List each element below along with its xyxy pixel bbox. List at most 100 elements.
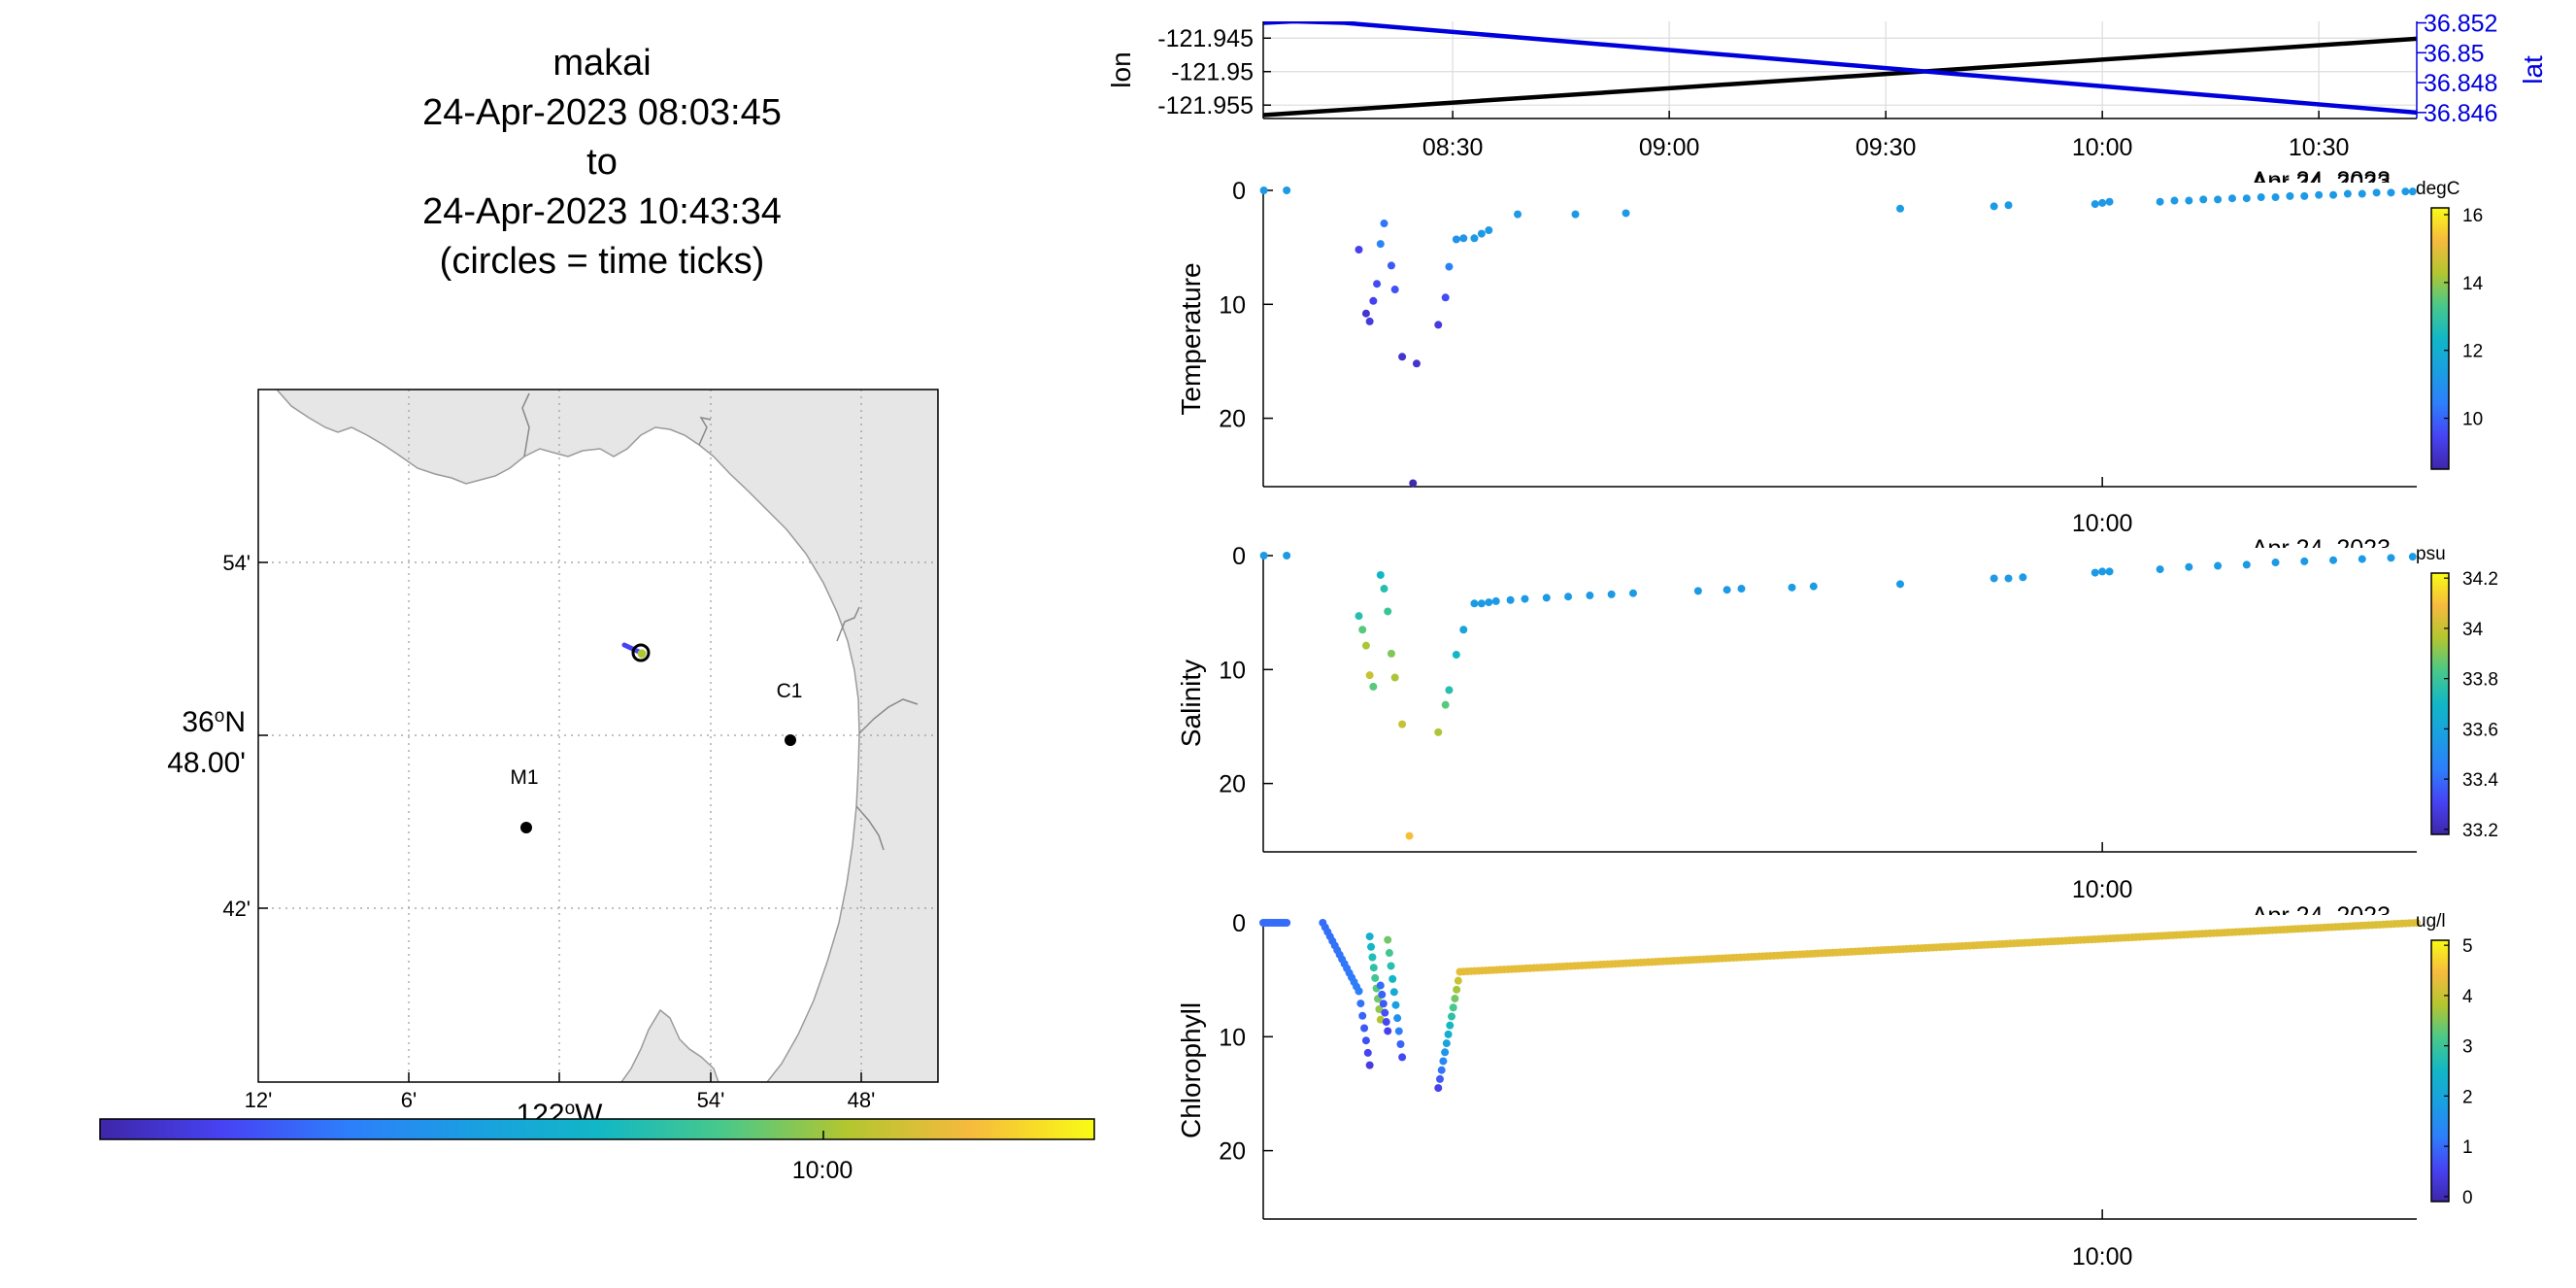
salinity-point-1	[1283, 552, 1291, 559]
coast-river-2	[698, 416, 712, 446]
temperature-colorbar-tick-0: 16	[2462, 206, 2483, 226]
title-line-1: makai	[552, 43, 652, 84]
position-ylabel-right: lat	[2518, 55, 2548, 85]
salinity-point-7	[1376, 570, 1385, 579]
map-lon-tick-54: 54'	[697, 1088, 725, 1112]
salinity-point-23	[1506, 595, 1515, 604]
salinity-point-28	[1607, 590, 1616, 598]
chlorophyll-y-tick-2: 20	[1219, 1138, 1246, 1166]
temperature-point-20	[1477, 229, 1486, 238]
chlorophyll-point-38	[1367, 942, 1376, 951]
temperature-point-15	[1441, 293, 1450, 302]
temperature-y-tick-2: 20	[1219, 406, 1246, 433]
chlorophyll-point-39	[1368, 953, 1377, 962]
temperature-point-19	[1470, 234, 1479, 243]
temperature-point-11	[1398, 353, 1407, 361]
position-series-lon	[1263, 36, 2417, 118]
chlorophyll-point-58	[1393, 1014, 1402, 1023]
salinity-point-24	[1521, 594, 1529, 603]
position-x-tick-4: 10:30	[2289, 134, 2350, 161]
temperature-colorbar-tick-1: 14	[2462, 274, 2484, 294]
temperature-point-26	[1990, 202, 1998, 211]
map-ticks	[258, 561, 862, 1082]
salinity-point-37	[2004, 574, 2013, 583]
salinity-point-31	[1723, 586, 1731, 594]
chlorophyll-point-66	[1441, 1048, 1450, 1057]
temperature-point-43	[2329, 190, 2338, 199]
position-x-tick-3: 10:00	[2072, 134, 2133, 161]
salinity-point-16	[1445, 686, 1454, 695]
chlorophyll-ylabel: Chlorophyll	[1176, 1002, 1206, 1138]
salinity-point-10	[1387, 649, 1395, 658]
position-x-tick-0: 08:30	[1422, 134, 1484, 161]
temperature-point-44	[2343, 189, 2352, 198]
salinity-point-47	[2300, 557, 2309, 565]
position-left-tick-1: -121.95	[1171, 59, 1254, 86]
temperature-colorbar-tick-3: 10	[2462, 410, 2483, 430]
position-left-tick-0: -121.945	[1157, 25, 1254, 52]
salinity-point-49	[2358, 555, 2366, 563]
salinity-point-15	[1441, 700, 1450, 709]
chlorophyll-colorbar-tick-0: 5	[2462, 936, 2473, 957]
map-lat-center-label: 36oN	[182, 706, 246, 739]
title-line-4: 24-Apr-2023 10:43:34	[422, 191, 782, 232]
salinity-point-38	[2019, 573, 2027, 582]
salinity-y-tick-2: 20	[1219, 771, 1246, 798]
chlorophyll-point-59	[1394, 1027, 1403, 1035]
map-lon-tick-6: 6'	[401, 1088, 417, 1112]
salinity-panel: Apr 24, 20230102010:00Salinitypsu34.2343…	[1176, 535, 2498, 903]
time-tick-circle	[631, 643, 651, 662]
temperature-colorbar-tick-2: 12	[2462, 342, 2483, 362]
temperature-x-tick-0: 10:00	[2072, 510, 2133, 537]
salinity-point-27	[1586, 592, 1594, 600]
salinity-point-44	[2214, 561, 2223, 570]
salinity-point-25	[1542, 593, 1551, 602]
salinity-point-3	[1358, 626, 1367, 634]
salinity-point-21	[1485, 598, 1493, 607]
salinity-y-tick-1: 10	[1219, 657, 1246, 684]
salinity-colorbar-tick-0: 34.2	[2462, 569, 2498, 590]
chlorophyll-point-31	[1356, 1000, 1365, 1008]
chlorophyll-point-32	[1358, 1011, 1367, 1020]
temperature-point-4	[1365, 317, 1374, 325]
station-c1-label: C1	[777, 680, 803, 702]
chlorophyll-point-68	[1444, 1030, 1453, 1038]
chlorophyll-point-57	[1391, 1000, 1400, 1009]
salinity-colorbar-tick-5: 33.2	[2462, 821, 2498, 841]
chlorophyll-colorbar-tick-4: 1	[2462, 1137, 2473, 1158]
temperature-panel: Apr 24, 20230102010:00TemperaturedegC161…	[1176, 170, 2484, 537]
temperature-y-tick-1: 10	[1219, 291, 1246, 319]
temperature-y-tick-0: 0	[1232, 178, 1246, 205]
temperature-colorbar	[2430, 207, 2450, 470]
chlorophyll-x-tick-0: 10:00	[2072, 1243, 2133, 1271]
salinity-point-36	[1990, 574, 1998, 583]
salinity-colorbar-unit: psu	[2416, 544, 2446, 564]
salinity-colorbar-tick-3: 33.6	[2462, 720, 2498, 740]
time-colorbar	[99, 1118, 1095, 1140]
chlorophyll-point-53	[1385, 949, 1393, 958]
vehicle-position	[637, 649, 647, 659]
chlorophyll-point-47	[1378, 990, 1387, 999]
position-right-tick-2: 36.848	[2424, 70, 2497, 97]
salinity-point-5	[1365, 671, 1374, 680]
salinity-point-45	[2242, 560, 2251, 569]
temperature-colorbar-unit: degC	[2416, 179, 2459, 199]
salinity-point-42	[2156, 565, 2164, 574]
temperature-point-33	[2185, 196, 2193, 205]
temperature-point-37	[2242, 194, 2251, 203]
temperature-point-3	[1361, 309, 1370, 318]
temperature-point-6	[1373, 280, 1382, 288]
chlorophyll-point-33	[1360, 1024, 1369, 1033]
salinity-colorbar	[2430, 572, 2450, 835]
temperature-ylabel: Temperature	[1176, 262, 1206, 415]
title-line-5: (circles = time ticks)	[439, 241, 765, 282]
position-left-ticks: -121.945 -121.95 -121.955	[1157, 25, 1271, 119]
salinity-point-4	[1361, 641, 1370, 650]
temperature-point-27	[2004, 201, 2013, 210]
salinity-colorbar-tick-1: 34	[2462, 620, 2484, 640]
temperature-point-28	[2091, 200, 2099, 209]
chlorophyll-colorbar	[2430, 939, 2450, 1203]
temperature-point-7	[1376, 240, 1385, 249]
position-grid	[1263, 21, 2417, 119]
